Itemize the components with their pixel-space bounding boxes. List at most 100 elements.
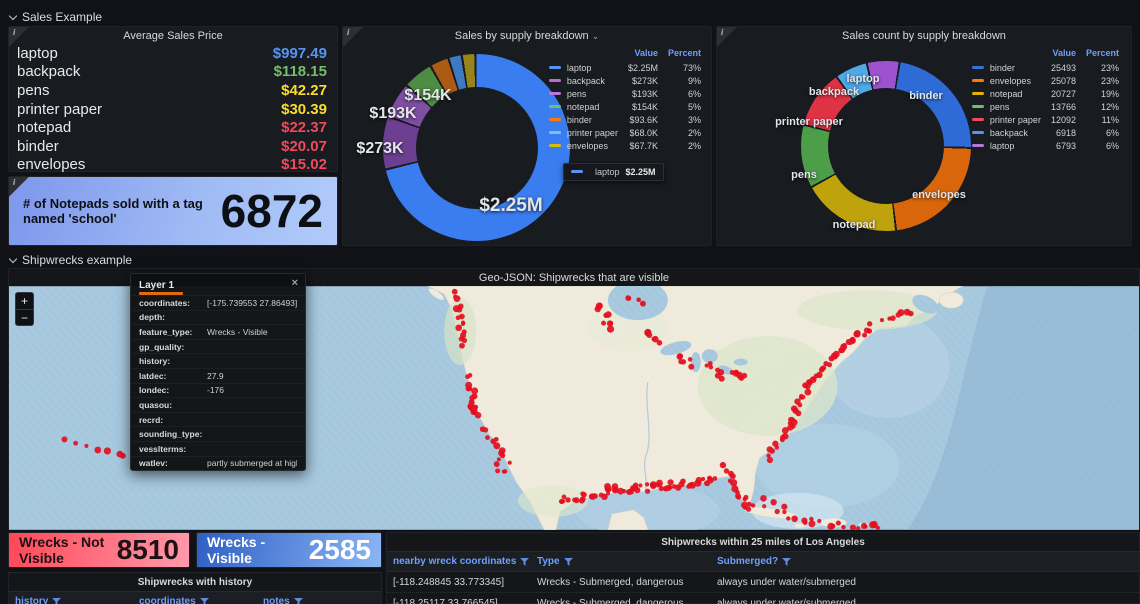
row-header-shipwrecks[interactable]: Shipwrecks example <box>8 253 132 267</box>
map-zoom-out-button[interactable]: − <box>16 309 33 325</box>
shipwreck-marker[interactable] <box>841 524 846 530</box>
column-header[interactable]: nearby wreck coordinates <box>387 552 531 571</box>
shipwreck-marker[interactable] <box>455 324 462 332</box>
legend-row[interactable]: pens $193K 6% <box>547 87 703 100</box>
shipwreck-marker[interactable] <box>875 525 881 530</box>
shipwreck-marker[interactable] <box>802 520 808 525</box>
shipwreck-marker[interactable] <box>495 468 501 474</box>
shipwreck-marker[interactable] <box>708 364 714 370</box>
shipwreck-marker[interactable] <box>809 376 817 384</box>
shipwreck-marker[interactable] <box>890 315 896 321</box>
shipwreck-marker[interactable] <box>565 497 571 503</box>
shipwreck-marker[interactable] <box>866 321 873 327</box>
shipwreck-marker[interactable] <box>769 448 775 454</box>
shipwreck-marker[interactable] <box>499 452 506 459</box>
row-header-sales[interactable]: Sales Example <box>8 10 102 24</box>
shipwreck-marker[interactable] <box>581 492 587 498</box>
sales-count-donut[interactable] <box>801 61 971 231</box>
shipwreck-marker[interactable] <box>467 386 473 391</box>
shipwreck-marker[interactable] <box>832 350 840 358</box>
shipwreck-marker[interactable] <box>471 387 479 395</box>
shipwreck-marker[interactable] <box>849 336 856 343</box>
shipwreck-marker[interactable] <box>452 305 460 313</box>
shipwreck-marker[interactable] <box>707 361 713 367</box>
shipwreck-marker[interactable] <box>501 469 507 474</box>
shipwreck-marker[interactable] <box>816 371 823 379</box>
shipwreck-marker[interactable] <box>651 336 656 342</box>
shipwreck-marker[interactable] <box>897 309 905 317</box>
shipwreck-marker[interactable] <box>774 508 780 515</box>
shipwreck-marker[interactable] <box>688 481 696 489</box>
shipwreck-marker[interactable] <box>743 494 749 500</box>
shipwreck-marker[interactable] <box>862 332 868 338</box>
shipwreck-marker[interactable] <box>638 483 643 488</box>
shipwreck-marker[interactable] <box>830 523 836 529</box>
shipwreck-marker[interactable] <box>459 313 465 320</box>
shipwreck-marker[interactable] <box>835 520 841 526</box>
shipwreck-marker[interactable] <box>680 478 686 485</box>
filter-funnel-icon[interactable] <box>782 557 792 566</box>
legend-row[interactable]: printer paper 12092 11% <box>970 113 1121 126</box>
column-header[interactable]: history <box>9 592 133 604</box>
shipwreck-marker[interactable] <box>572 497 577 503</box>
shipwreck-marker[interactable] <box>646 332 653 339</box>
column-header[interactable]: notes <box>257 592 377 604</box>
legend-row[interactable]: notepad $154K 5% <box>547 100 703 113</box>
filter-funnel-icon[interactable] <box>52 597 62 604</box>
shipwreck-marker[interactable] <box>604 485 612 493</box>
legend-row[interactable]: binder 25493 23% <box>970 61 1121 74</box>
shipwreck-marker[interactable] <box>680 359 687 365</box>
shipwreck-marker[interactable] <box>792 407 799 414</box>
shipwreck-marker[interactable] <box>453 295 461 302</box>
panel-info-icon[interactable]: i <box>9 27 29 47</box>
shipwreck-marker[interactable] <box>717 368 725 376</box>
panel-info-icon[interactable]: i <box>717 27 737 47</box>
panel-info-icon[interactable]: i <box>9 177 29 197</box>
shipwreck-marker[interactable] <box>870 520 878 529</box>
shipwreck-marker[interactable] <box>786 516 791 521</box>
shipwreck-marker[interactable] <box>601 320 607 326</box>
shipwreck-marker[interactable] <box>592 493 598 499</box>
shipwreck-marker[interactable] <box>879 318 885 323</box>
shipwreck-marker[interactable] <box>61 436 68 443</box>
shipwreck-marker[interactable] <box>695 476 703 484</box>
shipwreck-marker[interactable] <box>605 311 612 318</box>
shipwreck-marker[interactable] <box>842 342 847 348</box>
map-zoom-in-button[interactable]: + <box>20 294 28 308</box>
shipwreck-marker[interactable] <box>866 328 873 334</box>
column-header[interactable]: Submerged? <box>711 552 961 571</box>
shipwreck-marker[interactable] <box>781 427 789 434</box>
shipwreck-marker[interactable] <box>459 342 465 349</box>
shipwreck-marker[interactable] <box>94 446 102 454</box>
shipwreck-marker[interactable] <box>632 482 639 488</box>
panel-title[interactable]: Average Sales Price <box>123 30 223 42</box>
shipwreck-marker[interactable] <box>656 340 663 346</box>
shipwreck-marker[interactable] <box>483 427 489 433</box>
shipwreck-marker[interactable] <box>687 357 693 362</box>
shipwreck-marker[interactable] <box>451 288 458 295</box>
legend-row[interactable]: backpack 6918 6% <box>970 126 1121 139</box>
shipwreck-marker[interactable] <box>704 363 709 368</box>
filter-funnel-icon[interactable] <box>199 597 209 604</box>
legend-row[interactable]: laptop 6793 6% <box>970 139 1121 152</box>
shipwreck-marker[interactable] <box>601 493 608 501</box>
shipwreck-marker[interactable] <box>561 494 567 500</box>
shipwreck-marker[interactable] <box>855 526 861 530</box>
shipwreck-marker[interactable] <box>791 515 798 523</box>
shipwreck-marker[interactable] <box>826 362 833 368</box>
shipwreck-marker[interactable] <box>781 503 788 510</box>
shipwreck-marker[interactable] <box>736 494 742 500</box>
legend-row[interactable]: laptop $2.25M 73% <box>547 61 703 74</box>
shipwreck-marker[interactable] <box>634 487 641 494</box>
shipwreck-marker[interactable] <box>594 305 601 313</box>
shipwreck-marker[interactable] <box>762 504 767 509</box>
close-icon[interactable]: × <box>291 277 298 289</box>
shipwreck-marker[interactable] <box>103 447 112 455</box>
shipwreck-marker[interactable] <box>700 476 706 482</box>
column-header[interactable]: coordinates <box>133 592 257 604</box>
panel-title[interactable]: Geo-JSON: Shipwrecks that are visible <box>478 272 670 284</box>
legend-row[interactable]: envelopes $67.7K 2% <box>547 139 703 152</box>
panel-title[interactable]: Sales by supply breakdown ⌄ <box>454 30 600 42</box>
shipwreck-marker[interactable] <box>729 473 736 480</box>
shipwreck-marker[interactable] <box>667 485 673 490</box>
